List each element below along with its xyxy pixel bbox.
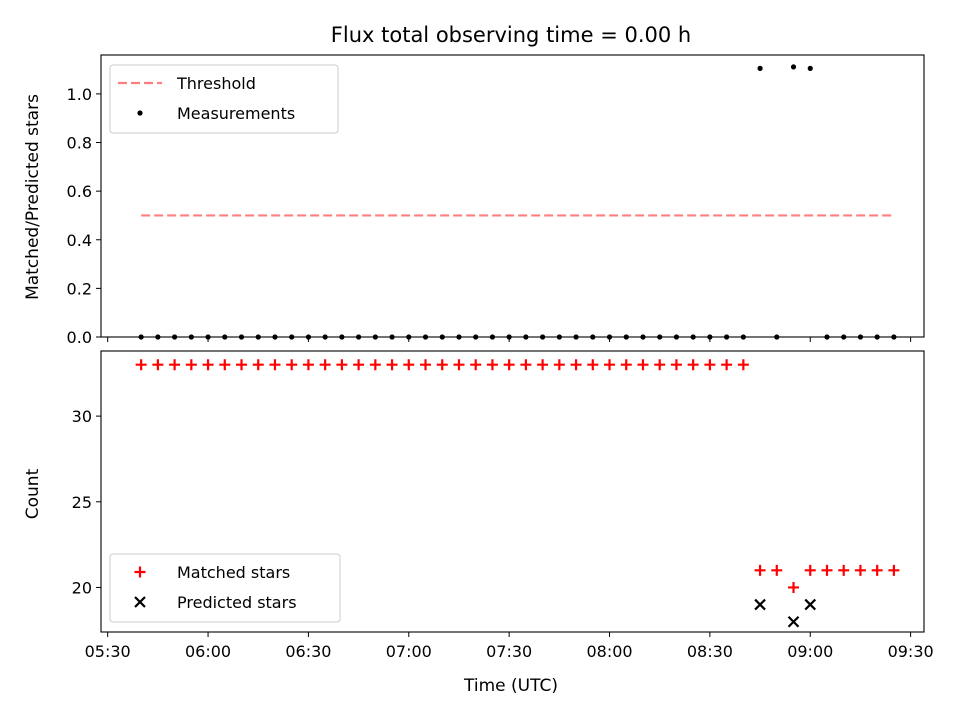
data-point	[135, 359, 147, 371]
data-point	[252, 359, 264, 371]
bottom-y-axis-label: Count	[23, 468, 43, 519]
chart-title: Flux total observing time = 0.00 h	[331, 23, 691, 47]
series-matched-stars	[135, 359, 900, 593]
data-point	[169, 359, 181, 371]
top-y-axis-label: Matched/Predicted stars	[23, 94, 43, 300]
data-point	[790, 64, 797, 70]
data-point	[620, 359, 632, 371]
data-point	[754, 598, 766, 611]
y-tick-label: 25	[72, 493, 92, 512]
data-point	[436, 359, 448, 371]
data-point	[570, 359, 582, 371]
data-point	[804, 564, 816, 576]
data-point	[219, 359, 231, 371]
x-tick-label: 09:30	[888, 642, 934, 661]
x-tick-label: 08:30	[687, 642, 733, 661]
data-point	[604, 359, 616, 371]
data-point	[771, 564, 783, 576]
data-point	[587, 359, 599, 371]
data-point	[353, 359, 365, 371]
legend-label: Matched stars	[177, 563, 290, 582]
x-tick-label: 07:30	[486, 642, 532, 661]
y-tick-label: 20	[72, 578, 92, 597]
x-tick-label: 05:30	[85, 642, 131, 661]
legend-swatch	[134, 566, 146, 578]
x-tick-label: 06:30	[285, 642, 331, 661]
y-tick-label: 0.0	[67, 328, 92, 347]
data-point	[807, 65, 813, 71]
data-point	[888, 564, 900, 576]
data-point	[804, 598, 817, 611]
data-point	[838, 564, 850, 576]
legend-swatch	[137, 110, 143, 116]
data-point	[185, 359, 197, 371]
data-point	[386, 359, 398, 371]
y-tick-label: 0.8	[67, 134, 92, 153]
plot-frame	[100, 54, 925, 338]
plot-frame	[100, 350, 925, 633]
legend: Threshold Measurements	[109, 64, 339, 134]
x-tick-label: 07:00	[386, 642, 432, 661]
data-point	[302, 359, 314, 371]
data-point	[486, 359, 498, 371]
data-point	[319, 359, 331, 371]
data-point	[403, 359, 415, 371]
data-point	[286, 359, 298, 371]
data-point	[453, 359, 465, 371]
data-point	[670, 359, 682, 371]
x-tick-label: 08:00	[586, 642, 632, 661]
legend: Matched stars Predicted stars	[109, 553, 341, 623]
data-point	[737, 359, 749, 371]
y-tick-label: 0.2	[67, 279, 92, 298]
data-point	[336, 359, 348, 371]
y-tick-label: 30	[72, 407, 92, 426]
data-point	[687, 359, 699, 371]
data-point	[269, 359, 281, 371]
data-point	[787, 615, 800, 628]
x-tick-label: 06:00	[185, 642, 231, 661]
data-point	[537, 359, 549, 371]
legend-swatch	[134, 596, 146, 608]
y-tick-label: 1.0	[67, 85, 92, 104]
legend-label: Measurements	[177, 104, 295, 123]
data-point	[202, 359, 214, 371]
y-tick-label: 0.4	[67, 231, 92, 250]
data-point	[236, 359, 248, 371]
legend-label: Threshold	[176, 74, 256, 93]
x-axis-label: Time (UTC)	[463, 676, 558, 696]
series-predicted-stars	[754, 598, 817, 628]
data-point	[721, 359, 733, 371]
data-point	[420, 359, 432, 371]
data-point	[637, 359, 649, 371]
legend-label: Predicted stars	[177, 593, 297, 612]
data-point	[369, 359, 381, 371]
data-point	[757, 65, 763, 71]
data-point	[704, 359, 716, 371]
data-point	[821, 564, 833, 576]
y-tick-label: 0.6	[67, 182, 92, 201]
data-point	[754, 564, 766, 576]
data-point	[470, 359, 482, 371]
data-point	[854, 564, 866, 576]
top-panel: 0.0 0.2 0.4 0.6 0.8 1.0 Threshold Measurements	[67, 54, 925, 347]
bottom-panel: 05:30 06:00 06:30 07:00 07:30 08:00 08:30 09:00…	[72, 350, 934, 661]
data-point	[152, 359, 164, 371]
data-point	[520, 359, 532, 371]
data-point	[503, 359, 515, 371]
data-point	[553, 359, 565, 371]
data-point	[871, 564, 883, 576]
legend-box	[109, 64, 339, 134]
x-tick-label: 09:00	[787, 642, 833, 661]
data-point	[788, 581, 800, 593]
data-point	[654, 359, 666, 371]
legend-box	[109, 553, 341, 623]
